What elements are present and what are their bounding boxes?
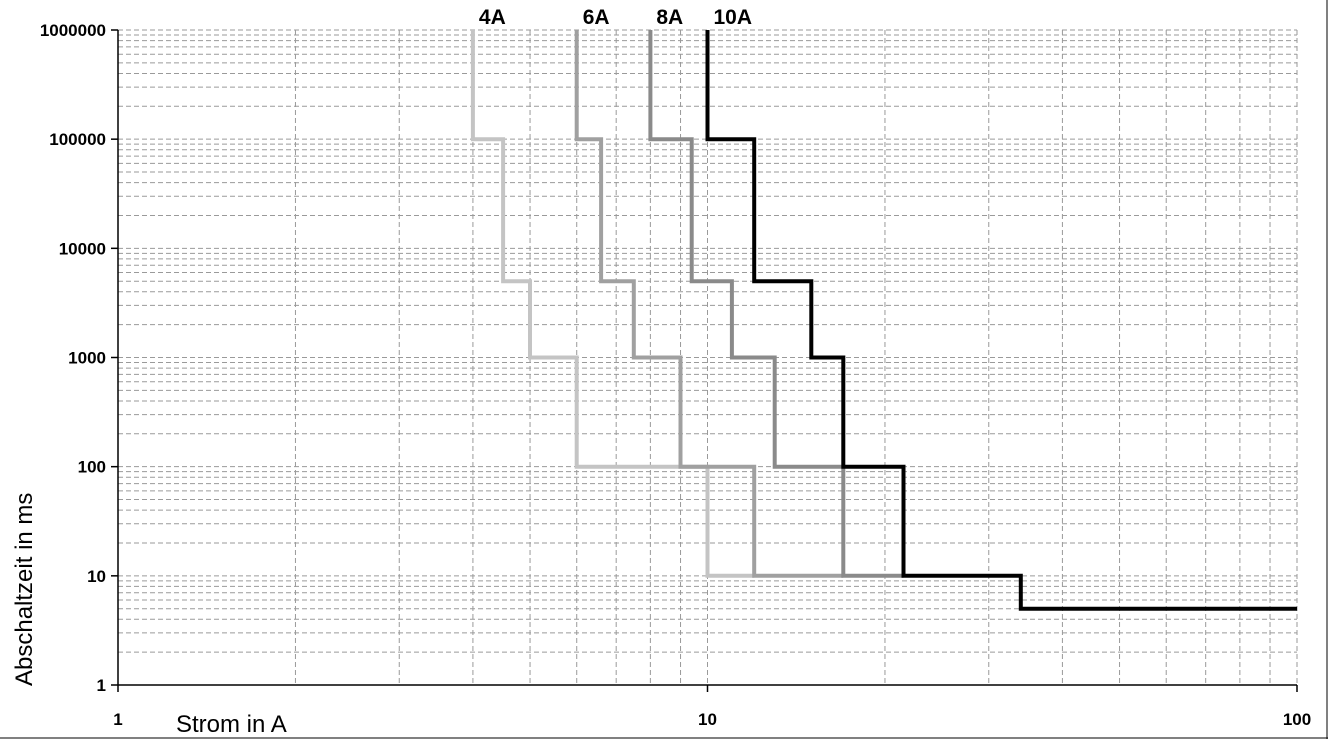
x-axis-label: Strom in A — [176, 711, 287, 738]
y-tick-label: 100000 — [49, 130, 106, 149]
x-tick-label: 10 — [698, 710, 717, 729]
series-label-6A: 6A — [583, 6, 610, 29]
y-tick-label: 10 — [87, 567, 106, 586]
series-8A-line — [648, 30, 904, 578]
y-tick-label: 10000 — [59, 239, 106, 258]
series-label-10A: 10A — [714, 6, 753, 29]
series-4A-line — [470, 30, 755, 578]
y-tick-label: 100 — [78, 458, 106, 477]
series-6A-line — [574, 30, 844, 578]
y-axis-label: Abschaltzeit in ms — [11, 493, 38, 686]
series-label-8A: 8A — [656, 6, 683, 29]
series-labels: 4A 6A 8A 10A — [479, 6, 752, 29]
y-tick-label: 1 — [97, 676, 106, 695]
series-group — [470, 30, 1297, 611]
x-tick-label: 100 — [1283, 710, 1311, 729]
y-tick-label: 1000 — [68, 349, 106, 368]
x-tick-label: 1 — [113, 710, 122, 729]
y-tick-label: 1000000 — [40, 21, 106, 40]
tick-labels: 1 10 100 1000 10000 100000 1000000 1 10 100 — [40, 21, 1311, 729]
series-label-4A: 4A — [479, 6, 506, 29]
grid-lines — [118, 29, 1298, 685]
series-10A-line — [705, 30, 1297, 611]
